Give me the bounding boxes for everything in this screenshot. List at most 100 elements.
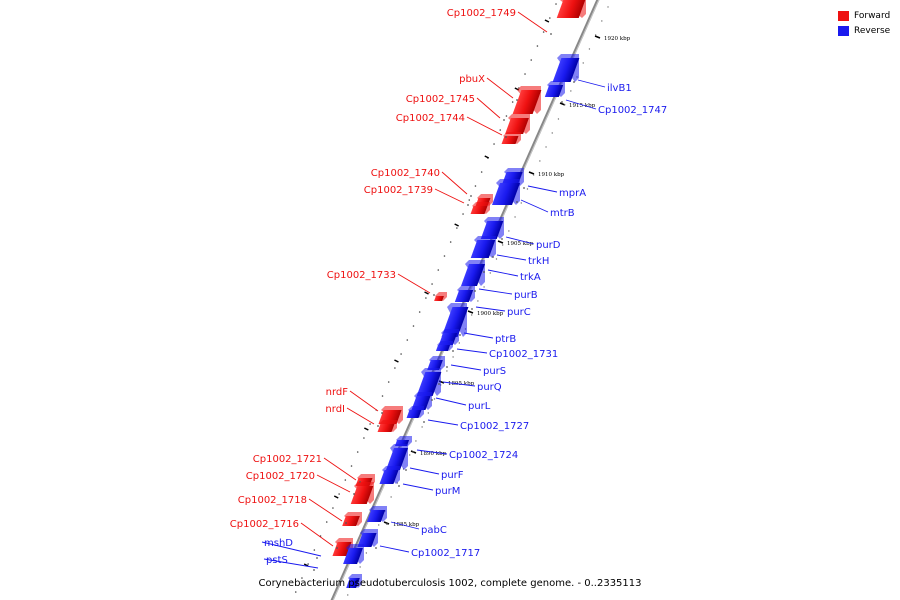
gene-label[interactable]: purQ — [477, 382, 502, 393]
gene-label[interactable]: ilvB1 — [607, 83, 632, 94]
gene-label[interactable]: pbuX — [459, 74, 485, 85]
forward-gene[interactable] — [377, 420, 397, 432]
gene-label[interactable]: Cp1002_1717 — [411, 548, 480, 559]
minor-dash — [394, 359, 399, 363]
gene-tick-dot — [474, 290, 476, 292]
gene-label[interactable]: nrdF — [326, 387, 349, 398]
reverse-gene[interactable] — [427, 356, 448, 370]
gene-label[interactable]: ptrB — [495, 334, 516, 345]
forward-gene[interactable] — [342, 512, 362, 526]
gene-label[interactable]: trkA — [520, 272, 541, 283]
gene-leader-line — [456, 348, 488, 354]
reverse-gene[interactable] — [480, 217, 504, 240]
minor-tick — [387, 381, 390, 383]
gene-label[interactable]: mtrB — [550, 208, 575, 219]
gene-box — [470, 240, 496, 258]
gene-tick-dot — [313, 569, 315, 571]
gene-label[interactable]: pabC — [421, 525, 447, 536]
gene-label[interactable]: purD — [536, 240, 561, 251]
reverse-gene[interactable] — [491, 179, 521, 205]
gene-leader-line — [441, 171, 468, 195]
gene-label[interactable]: Cp1002_1718 — [238, 495, 307, 506]
gene-leader-line — [442, 381, 476, 387]
gene-box — [505, 118, 529, 134]
gene-tick-dot — [438, 383, 440, 385]
reverse-gene[interactable] — [366, 506, 388, 525]
gene-leader-line — [263, 558, 319, 569]
minor-tick — [356, 451, 359, 453]
gene-label[interactable]: Cp1002_1744 — [396, 113, 465, 124]
gene-label[interactable]: Cp1002_1733 — [327, 270, 396, 281]
reverse-gene[interactable] — [544, 81, 565, 103]
gene-tick-dot — [431, 399, 433, 401]
minor-tick — [530, 59, 533, 61]
gene-leader-line — [476, 97, 501, 119]
minor-tick — [555, 3, 557, 5]
gene-label[interactable]: purC — [507, 307, 531, 318]
reverse-gene[interactable] — [435, 341, 454, 352]
gene-label[interactable]: nrdI — [325, 404, 345, 415]
minor-tick — [325, 521, 328, 523]
gene-tick-dot — [375, 547, 377, 549]
gene-label[interactable]: pstS — [266, 555, 288, 566]
gene-label[interactable]: Cp1002_1740 — [371, 168, 440, 179]
gene-label[interactable]: Cp1002_1739 — [364, 185, 433, 196]
minor-dash — [544, 19, 550, 23]
reverse-gene[interactable] — [379, 466, 400, 487]
minor-tick — [594, 34, 597, 36]
gene-label[interactable]: trkH — [528, 256, 549, 267]
gene-tick-dot — [336, 547, 338, 549]
gene-label[interactable]: Cp1002_1747 — [598, 105, 667, 116]
reverse-gene[interactable] — [454, 286, 476, 302]
reverse-gene[interactable] — [406, 406, 425, 423]
gene-box — [512, 90, 542, 114]
scale-label: 1900 kbp — [477, 311, 504, 317]
gene-label[interactable]: purS — [483, 366, 506, 377]
forward-gene[interactable] — [350, 482, 374, 504]
reverse-gene[interactable] — [357, 529, 378, 549]
minor-dash — [303, 563, 309, 567]
minor-tick — [437, 269, 440, 271]
reverse-swatch — [838, 25, 849, 36]
gene-label[interactable]: purF — [441, 470, 464, 481]
forward-gene[interactable] — [467, 202, 490, 214]
gene-label[interactable]: mprA — [559, 188, 586, 199]
gene-box — [379, 470, 399, 484]
gene-label[interactable]: Cp1002_1721 — [253, 454, 322, 465]
minor-tick — [390, 496, 392, 498]
reverse-gene[interactable] — [470, 236, 496, 258]
gene-leader-line — [409, 467, 440, 475]
reverse-gene[interactable] — [416, 368, 442, 396]
scale-major-tick — [594, 35, 601, 39]
forward-gene[interactable] — [550, 0, 586, 35]
reverse-gene[interactable] — [316, 544, 364, 564]
minor-tick — [545, 146, 547, 148]
gene-leader-line — [300, 522, 334, 547]
forward-gene[interactable] — [503, 114, 530, 134]
gene-label[interactable]: purL — [468, 401, 491, 412]
scale-label: 1915 kbp — [569, 103, 596, 109]
gene-label[interactable]: Cp1002_1720 — [246, 471, 315, 482]
forward-gene[interactable] — [501, 132, 521, 144]
gene-leader-line — [505, 236, 535, 245]
gene-label[interactable]: Cp1002_1716 — [230, 519, 299, 530]
gene-tick-dot — [516, 201, 518, 203]
forward-gene[interactable] — [512, 86, 542, 114]
gene-label[interactable]: Cp1002_1745 — [406, 94, 475, 105]
gene-label[interactable]: Cp1002_1727 — [460, 421, 529, 432]
gene-label[interactable]: Cp1002_1749 — [447, 8, 516, 19]
gene-label[interactable]: purB — [514, 290, 538, 301]
gene-tick-dot — [381, 412, 383, 414]
reverse-gene[interactable] — [552, 54, 580, 83]
gene-label[interactable]: purM — [435, 486, 460, 497]
reverse-gene[interactable] — [313, 569, 362, 588]
gene-label[interactable]: Cp1002_1731 — [489, 349, 558, 360]
gene-label[interactable]: Cp1002_1724 — [449, 450, 518, 461]
forward-gene[interactable] — [433, 292, 447, 301]
gene-tick-dot — [353, 493, 355, 495]
reverse-gene[interactable] — [460, 260, 486, 286]
reverse-gene[interactable] — [385, 444, 409, 471]
minor-tick — [433, 398, 436, 400]
gene-label[interactable]: mshD — [264, 538, 293, 549]
minor-tick — [520, 202, 522, 204]
